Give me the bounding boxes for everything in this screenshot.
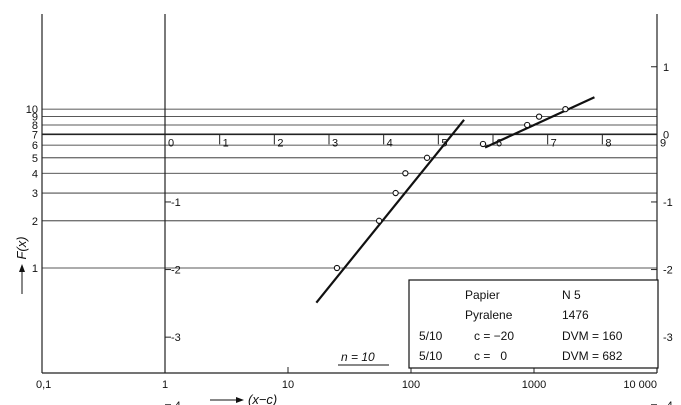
- inner-tick-label: -1: [171, 197, 181, 209]
- y-tick-label: 10: [26, 104, 38, 116]
- data-point-series-1: [392, 189, 399, 197]
- legend-frame: [408, 279, 659, 369]
- inner-tick-label: -2: [171, 265, 181, 277]
- y-tick-label: 3: [32, 188, 38, 200]
- data-point-series-1: [423, 154, 431, 161]
- y-axis-label: F(x): [14, 236, 29, 259]
- x-tick-label: 1: [162, 379, 168, 391]
- legend-row-1-c: c = −20: [474, 329, 514, 343]
- grid-lines: [42, 108, 657, 269]
- sample-size-annotation: n = 10: [341, 350, 375, 364]
- legend-fluid-label: Pyralene: [465, 308, 513, 322]
- legend-box: Papier N 5 Pyralene 1476 5/10 c = −20 DV…: [408, 279, 659, 369]
- right-tick-label: -3: [663, 332, 673, 344]
- fit-line-series-1: [315, 119, 465, 304]
- right-tick-label: 0: [663, 129, 669, 141]
- x-axis-label: (x−c): [248, 392, 277, 405]
- y-tick-label: 5: [32, 153, 38, 165]
- y-tick-label: 6: [32, 140, 38, 152]
- data-points: [333, 106, 569, 272]
- top-scale-label: 2: [277, 137, 283, 149]
- right-tick-label: -1: [663, 197, 673, 209]
- legend-row-1-dvm: DVM = 160: [562, 329, 623, 343]
- legend-row-2-sample: 5/10: [419, 349, 443, 363]
- top-scale-label: 3: [332, 137, 338, 149]
- top-scale-label: 4: [387, 137, 393, 149]
- right-tick-label: 1: [663, 62, 669, 74]
- legend-row-2-c: c = 0: [474, 349, 507, 363]
- x-tick-label: 10: [282, 379, 294, 391]
- x-axis-arrow: [210, 397, 244, 403]
- y-tick-label: 7: [32, 129, 38, 141]
- top-scale-label: 0: [168, 137, 174, 149]
- x-tick-label: 1000: [522, 379, 546, 391]
- legend-row-1-sample: 5/10: [419, 329, 443, 343]
- top-scale-label: 8: [605, 137, 611, 149]
- data-point-series-2: [562, 106, 569, 113]
- y-tick-label: 8: [32, 120, 38, 132]
- x-tick-label: 0,1: [36, 379, 51, 391]
- x-tick-label: 10 000: [623, 379, 657, 391]
- top-scale-label: 7: [551, 137, 557, 149]
- right-tick-label: -4: [663, 400, 673, 405]
- y-tick-label: 4: [32, 168, 38, 180]
- data-point-series-2: [524, 121, 531, 129]
- inner-tick-label: -4: [171, 400, 181, 405]
- top-scale-label: 1: [223, 137, 229, 149]
- fit-line-series-2: [484, 96, 595, 149]
- y-tick-label: 9: [32, 112, 38, 124]
- top-scale-label: 6: [496, 137, 502, 149]
- y-tick-label: 2: [32, 216, 38, 228]
- legend-fluid-value: 1476: [562, 308, 589, 322]
- x-tick-label: 100: [402, 379, 420, 391]
- fit-lines: [315, 96, 595, 304]
- data-point-series-1: [333, 264, 341, 272]
- top-scale-label: 9: [660, 137, 666, 149]
- legend-row-2-dvm: DVM = 682: [562, 349, 623, 363]
- data-point-series-2: [535, 113, 543, 120]
- data-point-series-1: [402, 170, 409, 177]
- legend-material-label: Papier: [465, 288, 500, 302]
- data-point-series-2: [479, 140, 487, 148]
- y-axis-arrow: [19, 264, 25, 294]
- right-tick-label: -2: [663, 265, 673, 277]
- data-point-series-1: [375, 217, 383, 224]
- y-tick-label: 1: [32, 263, 38, 275]
- inner-tick-label: -3: [171, 332, 181, 344]
- legend-material-value: N 5: [562, 288, 581, 302]
